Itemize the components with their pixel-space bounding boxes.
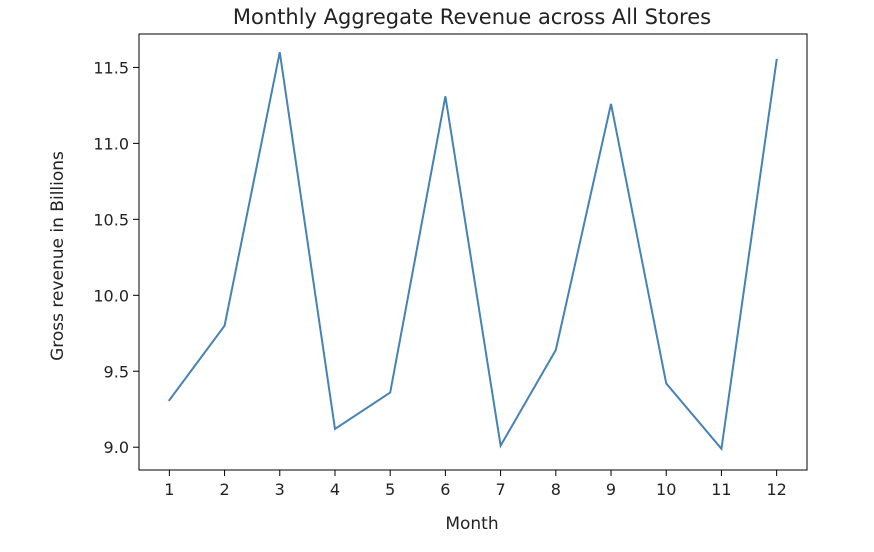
y-tick-label-3: 10.0 (93, 286, 129, 305)
plot-frame (138, 33, 808, 471)
x-tick-label-9: 9 (606, 480, 616, 499)
x-tick-label-8: 8 (551, 480, 561, 499)
y-axis-label: Gross revenue in Billions (48, 151, 68, 361)
y-tick-label-4: 10.5 (93, 210, 129, 229)
series-line-1 (167, 52, 778, 452)
y-tick-label-5: 11.0 (93, 134, 129, 153)
x-tick-label-3: 3 (275, 480, 285, 499)
x-tick-label-2: 2 (219, 480, 229, 499)
x-tick-label-4: 4 (330, 480, 340, 499)
x-tick-label-10: 10 (656, 480, 676, 499)
x-tick-label-12: 12 (766, 480, 786, 499)
x-axis-label: Month (445, 514, 498, 534)
plot-area: 1 2 3 4 5 6 7 8 9 10 11 129.09.510.010.511.011.5 (93, 33, 808, 499)
x-tick-label-11: 11 (711, 480, 731, 499)
x-tick-label-1: 1 (164, 480, 174, 499)
x-tick-label-5: 5 (385, 480, 395, 499)
chart-title: Monthly Aggregate Revenue across All Sto… (233, 5, 711, 29)
x-tick-label-6: 6 (440, 480, 450, 499)
y-tick-label-6: 11.5 (93, 58, 129, 77)
x-tick-label-7: 7 (496, 480, 506, 499)
y-tick-label-1: 9.0 (104, 438, 129, 457)
y-tick-label-2: 9.5 (104, 362, 129, 381)
